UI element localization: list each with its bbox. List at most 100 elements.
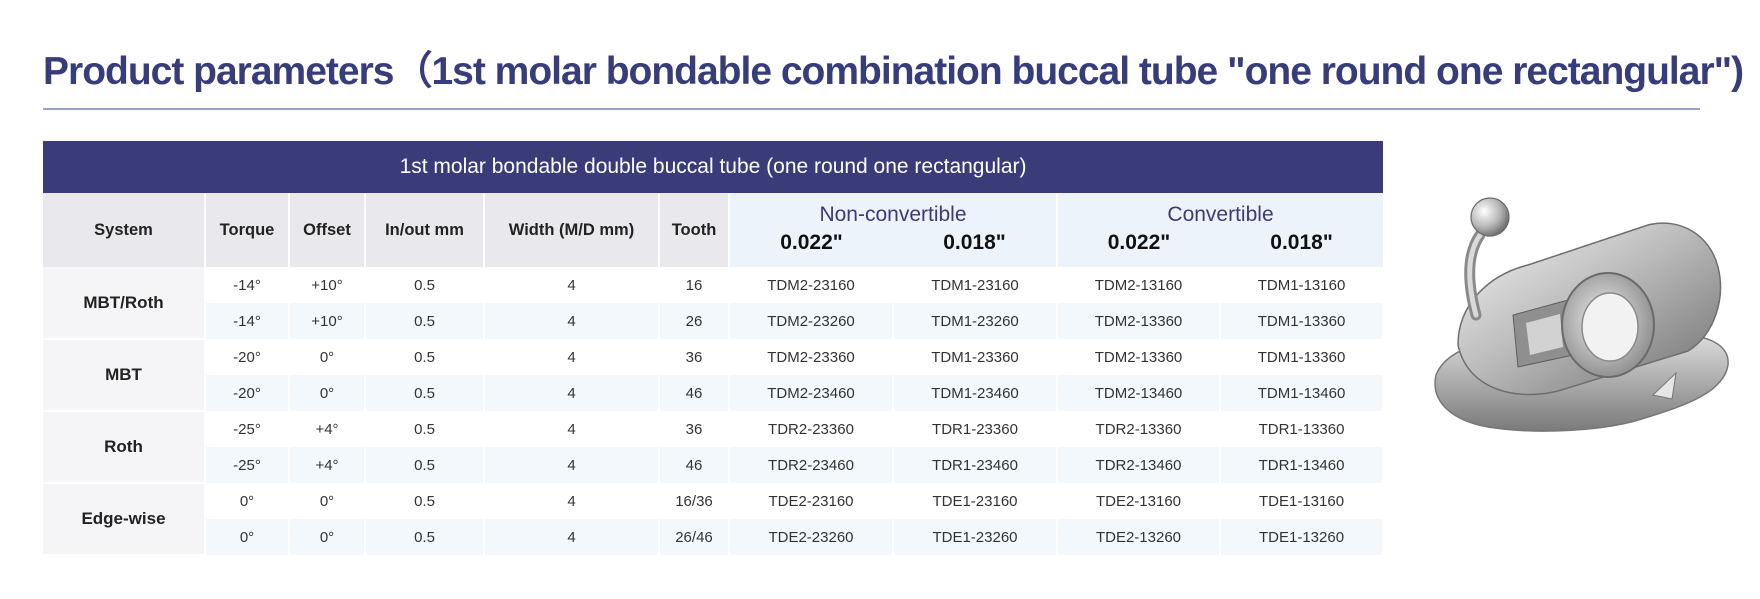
offset-cell: +4° bbox=[289, 411, 366, 447]
header-tooth: Tooth bbox=[659, 193, 730, 267]
tooth-cell: 46 bbox=[659, 447, 730, 483]
system-cell: Edge-wise bbox=[43, 483, 206, 556]
torque-cell: -20° bbox=[205, 375, 290, 411]
tooth-cell: 36 bbox=[659, 411, 730, 447]
offset-cell: +10° bbox=[289, 267, 366, 303]
torque-cell: -14° bbox=[205, 267, 290, 303]
tooth-cell: 16/36 bbox=[659, 483, 730, 519]
header-convertible-size-018: 0.018" bbox=[1220, 229, 1384, 267]
code-cell: TDM2-23160 bbox=[729, 267, 894, 303]
width-cell: 4 bbox=[484, 267, 660, 303]
torque-cell: -25° bbox=[205, 447, 290, 483]
code-cell: TDM1-13160 bbox=[1220, 267, 1385, 303]
table-banner: 1st molar bondable double buccal tube (o… bbox=[43, 141, 1384, 193]
tooth-cell: 36 bbox=[659, 339, 730, 375]
header-nonconvertible-size-018: 0.018" bbox=[893, 229, 1057, 267]
inout-cell: 0.5 bbox=[365, 519, 485, 555]
width-cell: 4 bbox=[484, 411, 660, 447]
code-cell: TDR2-23360 bbox=[729, 411, 894, 447]
code-cell: TDM1-23360 bbox=[893, 339, 1058, 375]
parameters-table: 1st molar bondable double buccal tube (o… bbox=[43, 141, 1385, 556]
code-cell: TDR2-13360 bbox=[1057, 411, 1221, 447]
table-row: Edge-wise 0° 0° 0.5 4 16/36 TDE2-23160 T… bbox=[43, 483, 1385, 556]
code-cell: TDM2-13160 bbox=[1057, 267, 1221, 303]
table-row: MBT -20° 0° 0.5 4 36 TDM2-23360 TDM1-233… bbox=[43, 339, 1385, 412]
table-row: -25° +4° 0.5 4 46 TDR2-23460 TDR1-23460 … bbox=[43, 447, 1385, 483]
code-cell: TDE2-23260 bbox=[729, 519, 894, 555]
inout-cell: 0.5 bbox=[365, 483, 485, 519]
header-torque: Torque bbox=[205, 193, 290, 267]
code-cell: TDE1-23160 bbox=[893, 483, 1058, 519]
code-cell: TDE2-23160 bbox=[729, 483, 894, 519]
table-row: -20° 0° 0.5 4 46 TDM2-23460 TDM1-23460 T… bbox=[43, 375, 1385, 411]
table-row: 0° 0° 0.5 4 26/46 TDE2-23260 TDE1-23260 … bbox=[43, 519, 1385, 555]
width-cell: 4 bbox=[484, 375, 660, 411]
offset-cell: +10° bbox=[289, 303, 366, 339]
offset-cell: 0° bbox=[289, 339, 366, 375]
code-cell: TDR2-23460 bbox=[729, 447, 894, 483]
code-cell: TDE2-13260 bbox=[1057, 519, 1221, 555]
inout-cell: 0.5 bbox=[365, 375, 485, 411]
code-cell: TDM2-13360 bbox=[1057, 303, 1221, 339]
width-cell: 4 bbox=[484, 519, 660, 555]
code-cell: TDM2-23260 bbox=[729, 303, 894, 339]
inout-cell: 0.5 bbox=[365, 267, 485, 303]
header-width: Width (M/D mm) bbox=[484, 193, 660, 267]
code-cell: TDM1-13460 bbox=[1220, 375, 1385, 411]
table-row: -14° +10° 0.5 4 26 TDM2-23260 TDM1-23260… bbox=[43, 303, 1385, 339]
torque-cell: 0° bbox=[205, 483, 290, 519]
header-nonconvertible-size-022: 0.022" bbox=[729, 229, 893, 267]
offset-cell: +4° bbox=[289, 447, 366, 483]
code-cell: TDR1-13360 bbox=[1220, 411, 1385, 447]
code-cell: TDM2-23460 bbox=[729, 375, 894, 411]
code-cell: TDM2-23360 bbox=[729, 339, 894, 375]
torque-cell: -25° bbox=[205, 411, 290, 447]
header-offset: Offset bbox=[289, 193, 366, 267]
inout-cell: 0.5 bbox=[365, 303, 485, 339]
torque-cell: 0° bbox=[205, 519, 290, 555]
offset-cell: 0° bbox=[289, 519, 366, 555]
system-cell: MBT bbox=[43, 339, 206, 412]
header-inout: In/out mm bbox=[365, 193, 485, 267]
code-cell: TDR2-13460 bbox=[1057, 447, 1221, 483]
code-cell: TDM1-13360 bbox=[1220, 303, 1385, 339]
code-cell: TDM1-23160 bbox=[893, 267, 1058, 303]
code-cell: TDE2-13160 bbox=[1057, 483, 1221, 519]
title-divider bbox=[43, 108, 1700, 110]
code-cell: TDR1-23360 bbox=[893, 411, 1058, 447]
offset-cell: 0° bbox=[289, 483, 366, 519]
inout-cell: 0.5 bbox=[365, 411, 485, 447]
code-cell: TDE1-23260 bbox=[893, 519, 1058, 555]
inout-cell: 0.5 bbox=[365, 447, 485, 483]
width-cell: 4 bbox=[484, 303, 660, 339]
code-cell: TDR1-13460 bbox=[1220, 447, 1385, 483]
tooth-cell: 16 bbox=[659, 267, 730, 303]
torque-cell: -14° bbox=[205, 303, 290, 339]
system-cell: Roth bbox=[43, 411, 206, 484]
tooth-cell: 26 bbox=[659, 303, 730, 339]
code-cell: TDM1-13360 bbox=[1220, 339, 1385, 375]
offset-cell: 0° bbox=[289, 375, 366, 411]
code-cell: TDM2-13360 bbox=[1057, 339, 1221, 375]
table-row: MBT/Roth -14° +10° 0.5 4 16 TDM2-23160 T… bbox=[43, 267, 1385, 340]
torque-cell: -20° bbox=[205, 339, 290, 375]
code-cell: TDM1-23460 bbox=[893, 375, 1058, 411]
header-nonconvertible: Non-convertible bbox=[729, 193, 1057, 229]
table-row: Roth -25° +4° 0.5 4 36 TDR2-23360 TDR1-2… bbox=[43, 411, 1385, 484]
code-cell: TDE1-13160 bbox=[1220, 483, 1385, 519]
width-cell: 4 bbox=[484, 339, 660, 375]
tooth-cell: 26/46 bbox=[659, 519, 730, 555]
buccal-tube-product-image bbox=[1434, 197, 1729, 432]
system-cell: MBT/Roth bbox=[43, 267, 206, 340]
width-cell: 4 bbox=[484, 447, 660, 483]
tooth-cell: 46 bbox=[659, 375, 730, 411]
code-cell: TDM2-13460 bbox=[1057, 375, 1221, 411]
code-cell: TDE1-13260 bbox=[1220, 519, 1385, 555]
page-title: Product parameters（1st molar bondable co… bbox=[43, 50, 1744, 93]
code-cell: TDM1-23260 bbox=[893, 303, 1058, 339]
width-cell: 4 bbox=[484, 483, 660, 519]
inout-cell: 0.5 bbox=[365, 339, 485, 375]
header-convertible-size-022: 0.022" bbox=[1056, 229, 1220, 267]
code-cell: TDR1-23460 bbox=[893, 447, 1058, 483]
header-system: System bbox=[43, 193, 206, 267]
